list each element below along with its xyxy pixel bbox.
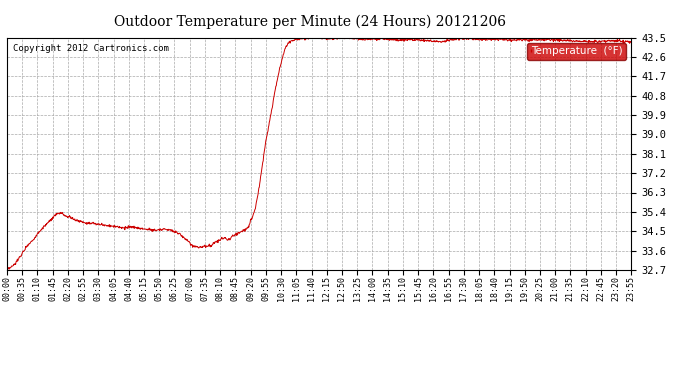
Text: Outdoor Temperature per Minute (24 Hours) 20121206: Outdoor Temperature per Minute (24 Hours… (115, 15, 506, 29)
Text: Copyright 2012 Cartronics.com: Copyright 2012 Cartronics.com (13, 45, 169, 54)
Legend: Temperature  (°F): Temperature (°F) (527, 43, 626, 60)
